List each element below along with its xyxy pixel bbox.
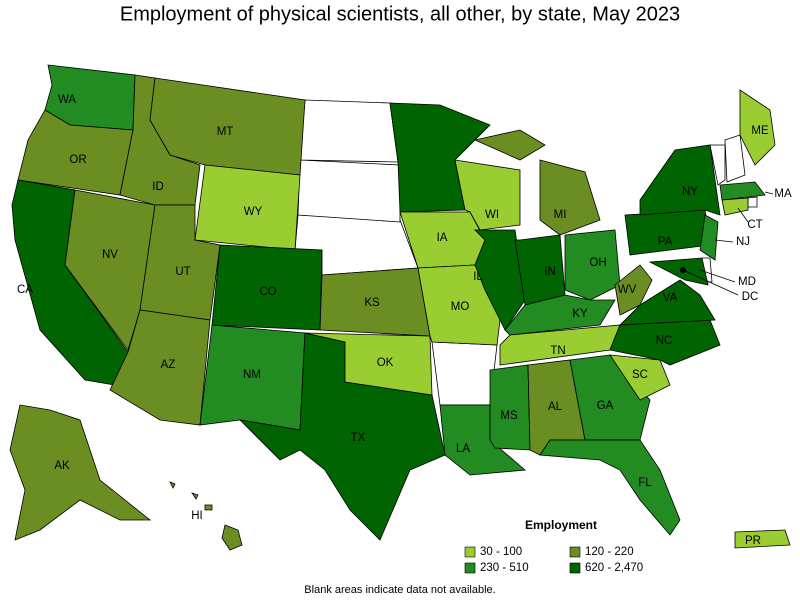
state-shape — [699, 214, 719, 261]
state-label: OR — [69, 154, 86, 166]
state-shape — [724, 134, 746, 183]
state-label: WA — [58, 94, 76, 106]
leader-line — [737, 207, 749, 223]
state-shape — [719, 181, 766, 201]
state-label: NC — [656, 335, 673, 347]
state-label: IL — [473, 271, 483, 283]
state-shape — [9, 404, 152, 541]
state-label: AL — [548, 401, 563, 413]
state-shape — [739, 89, 776, 166]
state-shape — [614, 264, 653, 316]
legend-title: Employment — [525, 518, 597, 532]
state-shape — [569, 354, 651, 441]
state-label: NJ — [736, 236, 750, 248]
legend-label: 230 - 510 — [480, 562, 529, 574]
state-label: PA — [658, 236, 673, 248]
legend-swatch — [464, 546, 476, 558]
state-label: AK — [54, 460, 70, 472]
state-label: IN — [544, 266, 556, 278]
state-label: VA — [663, 292, 678, 304]
state-label: UT — [175, 266, 190, 278]
state-label: SC — [632, 369, 648, 381]
state-shape — [304, 332, 433, 396]
state-shape — [564, 229, 621, 301]
state-shape — [709, 144, 726, 186]
state-label: MT — [217, 126, 234, 138]
state-label: MS — [500, 410, 518, 422]
states: WAORCANVIDMTWYUTAZCONMTXOKKSMNIAMOLAWIIL… — [9, 64, 792, 551]
state-label: NM — [243, 369, 261, 381]
state-shape — [539, 159, 601, 236]
legend-label: 30 - 100 — [480, 546, 522, 558]
state-shape — [609, 354, 671, 401]
state-label: MA — [774, 188, 792, 200]
state-label: TN — [550, 345, 565, 357]
state-label: TX — [351, 432, 366, 444]
legend-label: 120 - 220 — [585, 546, 634, 558]
state-label: MD — [738, 276, 756, 288]
state-shape — [489, 364, 531, 451]
leader-line — [682, 269, 739, 296]
legend-swatch — [569, 546, 581, 558]
state-shape — [747, 196, 758, 208]
state-label: NY — [682, 186, 698, 198]
state-label: PR — [745, 535, 761, 547]
state-shape — [721, 197, 749, 216]
state-shape — [297, 159, 401, 223]
state-label: ID — [152, 181, 164, 193]
state-shape — [431, 341, 498, 406]
legend-swatch — [464, 562, 476, 574]
blank-states — [294, 99, 758, 406]
state-label: CO — [259, 286, 276, 298]
state-label: DC — [742, 291, 759, 303]
footnote: Blank areas indicate data not available. — [304, 584, 495, 596]
state-label: WY — [244, 206, 263, 218]
state-label: NV — [102, 249, 118, 261]
state-label: LA — [456, 443, 470, 455]
state-shape — [191, 492, 199, 500]
state-shape — [169, 481, 176, 489]
state-shape — [618, 279, 716, 326]
state-shape — [473, 129, 546, 161]
leader-line — [714, 239, 734, 243]
state-label: AZ — [161, 359, 176, 371]
state-label: CA — [17, 284, 33, 296]
state-label: KS — [364, 297, 380, 309]
state-label: KY — [572, 308, 588, 320]
state-shape — [624, 209, 711, 256]
map-title: Employment of physical scientists, all o… — [120, 3, 680, 25]
state-label: HI — [191, 510, 203, 522]
state-label: MO — [451, 301, 470, 313]
state-label: GA — [597, 400, 614, 412]
state-label: ME — [751, 125, 769, 137]
state-label: FL — [638, 477, 652, 489]
leader-line — [764, 191, 774, 195]
state-shape — [648, 257, 709, 286]
state-label: WI — [485, 209, 499, 221]
state-label: MI — [554, 209, 567, 221]
state-shape — [109, 309, 211, 426]
state-shape — [299, 99, 399, 163]
legend-label: 620 - 2,470 — [585, 562, 643, 574]
state-label: OK — [377, 357, 394, 369]
state-label: IA — [437, 232, 448, 244]
state-label: CT — [747, 219, 762, 231]
legend-swatch — [569, 562, 581, 574]
state-label: WV — [618, 284, 637, 296]
state-label: OH — [589, 257, 606, 269]
state-shape — [539, 439, 681, 536]
leader-line — [699, 269, 736, 283]
state-shape — [639, 144, 721, 216]
state-shape — [204, 504, 213, 511]
state-shape — [221, 524, 243, 551]
state-shape — [734, 529, 791, 549]
